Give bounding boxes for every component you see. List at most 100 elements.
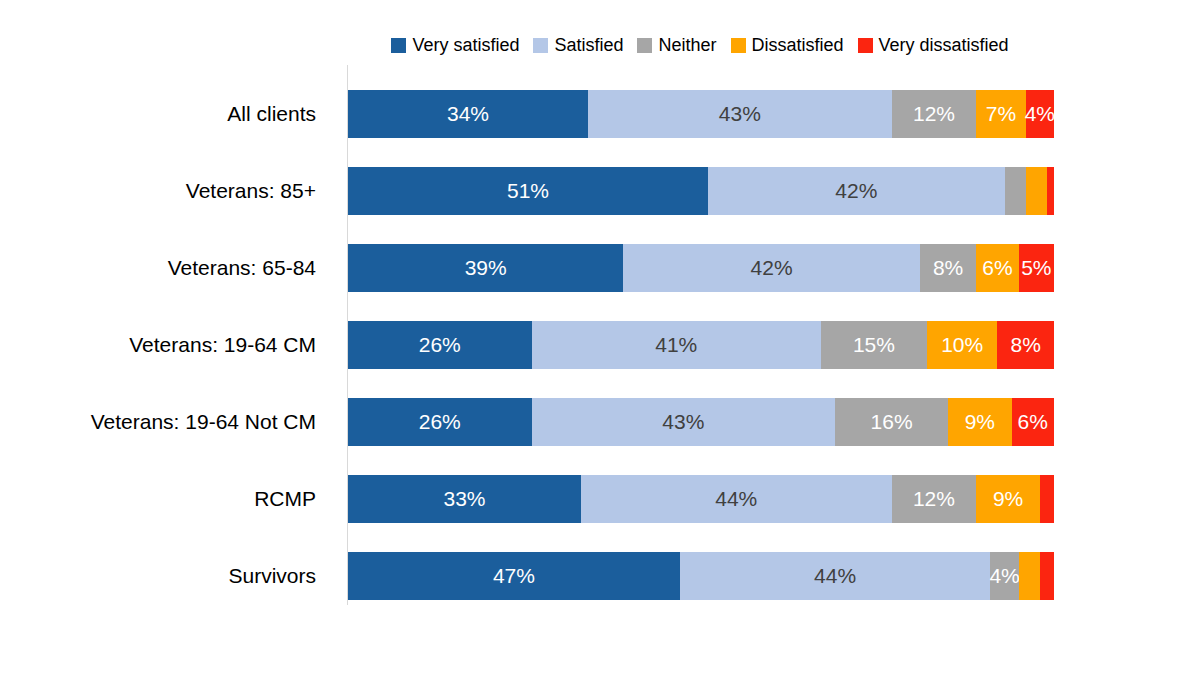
bar-segment: 26% — [348, 321, 532, 369]
segment-value-label: 12% — [913, 103, 955, 124]
bar-segment — [1019, 552, 1040, 600]
bar-segment: 34% — [348, 90, 588, 138]
bar-segment: 42% — [623, 244, 920, 292]
legend-item-1: Satisfied — [533, 35, 623, 56]
segment-value-label: 39% — [465, 257, 507, 278]
chart-row: Veterans: 65-84 39% 42% 8% 6% 5% — [0, 229, 1200, 306]
bar-segment: 5% — [1019, 244, 1054, 292]
bar-segment: 6% — [1012, 398, 1054, 446]
segment-value-label: 10% — [941, 334, 983, 355]
stacked-bar: 26% 43% 16% 9% 6% — [348, 398, 1054, 446]
category-label: Veterans: 19-64 CM — [0, 333, 330, 357]
stacked-bar: 33% 44% 12% 9% — [348, 475, 1054, 523]
chart-row: All clients 34% 43% 12% 7% 4% — [0, 75, 1200, 152]
category-label: Veterans: 19-64 Not CM — [0, 410, 330, 434]
category-label: Veterans: 85+ — [0, 179, 330, 203]
legend-swatch-icon — [391, 38, 406, 53]
segment-value-label: 44% — [814, 565, 856, 586]
bar-segment: 42% — [708, 167, 1005, 215]
legend-item-4: Very dissatisfied — [858, 35, 1009, 56]
bar-segment: 41% — [532, 321, 821, 369]
segment-value-label: 9% — [993, 488, 1023, 509]
segment-value-label: 51% — [507, 180, 549, 201]
segment-value-label: 8% — [933, 257, 963, 278]
chart-row: Veterans: 85+ 51% 42% — [0, 152, 1200, 229]
legend-label: Satisfied — [554, 35, 623, 56]
bar-segment: 7% — [976, 90, 1025, 138]
segment-value-label: 12% — [913, 488, 955, 509]
bar-segment: 4% — [990, 552, 1018, 600]
bar-segment: 12% — [892, 475, 977, 523]
chart-legend: Very satisfied Satisfied Neither Dissatisfi… — [330, 33, 1070, 57]
bar-segment: 4% — [1026, 90, 1054, 138]
segment-value-label: 5% — [1021, 257, 1051, 278]
chart-row: Veterans: 19-64 CM 26% 41% 15% 10% 8% — [0, 306, 1200, 383]
bar-segment: 44% — [680, 552, 991, 600]
stacked-bar: 47% 44% 4% — [348, 552, 1054, 600]
bar-segment: 33% — [348, 475, 581, 523]
bar-segment: 43% — [532, 398, 836, 446]
segment-value-label: 8% — [1011, 334, 1041, 355]
stacked-bar: 26% 41% 15% 10% 8% — [348, 321, 1054, 369]
segment-value-label: 4% — [1025, 103, 1055, 124]
bar-segment — [1047, 167, 1054, 215]
segment-value-label: 41% — [655, 334, 697, 355]
legend-label: Very dissatisfied — [879, 35, 1009, 56]
stacked-bar: 39% 42% 8% 6% 5% — [348, 244, 1054, 292]
legend-label: Neither — [658, 35, 716, 56]
segment-value-label: 26% — [419, 334, 461, 355]
chart-rows: All clients 34% 43% 12% 7% 4% Veterans: 85+ 51%… — [0, 75, 1200, 614]
bar-segment: 15% — [821, 321, 927, 369]
segment-value-label: 7% — [986, 103, 1016, 124]
segment-value-label: 6% — [982, 257, 1012, 278]
bar-segment — [1040, 552, 1054, 600]
bar-segment: 51% — [348, 167, 708, 215]
bar-segment: 26% — [348, 398, 532, 446]
segment-value-label: 42% — [751, 257, 793, 278]
legend-item-3: Dissatisfied — [731, 35, 844, 56]
chart-row: RCMP 33% 44% 12% 9% — [0, 460, 1200, 537]
legend-label: Dissatisfied — [752, 35, 844, 56]
bar-segment: 43% — [588, 90, 892, 138]
bar-segment: 47% — [348, 552, 680, 600]
bar-segment: 10% — [927, 321, 998, 369]
bar-segment — [1040, 475, 1054, 523]
legend-label: Very satisfied — [412, 35, 519, 56]
bar-segment: 9% — [948, 398, 1012, 446]
chart-row: Veterans: 19-64 Not CM 26% 43% 16% 9% 6% — [0, 383, 1200, 460]
segment-value-label: 4% — [989, 565, 1019, 586]
bar-segment: 39% — [348, 244, 623, 292]
bar-segment: 9% — [976, 475, 1040, 523]
segment-value-label: 15% — [853, 334, 895, 355]
bar-segment: 16% — [835, 398, 948, 446]
segment-value-label: 34% — [447, 103, 489, 124]
segment-value-label: 26% — [419, 411, 461, 432]
legend-swatch-icon — [731, 38, 746, 53]
bar-segment: 12% — [892, 90, 977, 138]
bar-segment — [1026, 167, 1047, 215]
segment-value-label: 47% — [493, 565, 535, 586]
bar-segment — [1005, 167, 1026, 215]
category-label: All clients — [0, 102, 330, 126]
legend-swatch-icon — [858, 38, 873, 53]
chart-row: Survivors47%44%4% — [0, 537, 1200, 614]
segment-value-label: 42% — [835, 180, 877, 201]
category-label: RCMP — [0, 487, 330, 511]
category-label: Veterans: 65-84 — [0, 256, 330, 280]
stacked-bar: 51% 42% — [348, 167, 1054, 215]
legend-item-0: Very satisfied — [391, 35, 519, 56]
segment-value-label: 43% — [662, 411, 704, 432]
segment-value-label: 6% — [1018, 411, 1048, 432]
stacked-bar-chart: Very satisfied Satisfied Neither Dissatisfi… — [0, 0, 1200, 675]
legend-swatch-icon — [637, 38, 652, 53]
segment-value-label: 33% — [443, 488, 485, 509]
segment-value-label: 16% — [871, 411, 913, 432]
bar-segment: 8% — [997, 321, 1053, 369]
bar-segment: 6% — [976, 244, 1018, 292]
segment-value-label: 43% — [719, 103, 761, 124]
legend-item-2: Neither — [637, 35, 716, 56]
bar-segment: 44% — [581, 475, 892, 523]
bar-segment: 8% — [920, 244, 976, 292]
segment-value-label: 44% — [715, 488, 757, 509]
stacked-bar: 34% 43% 12% 7% 4% — [348, 90, 1054, 138]
